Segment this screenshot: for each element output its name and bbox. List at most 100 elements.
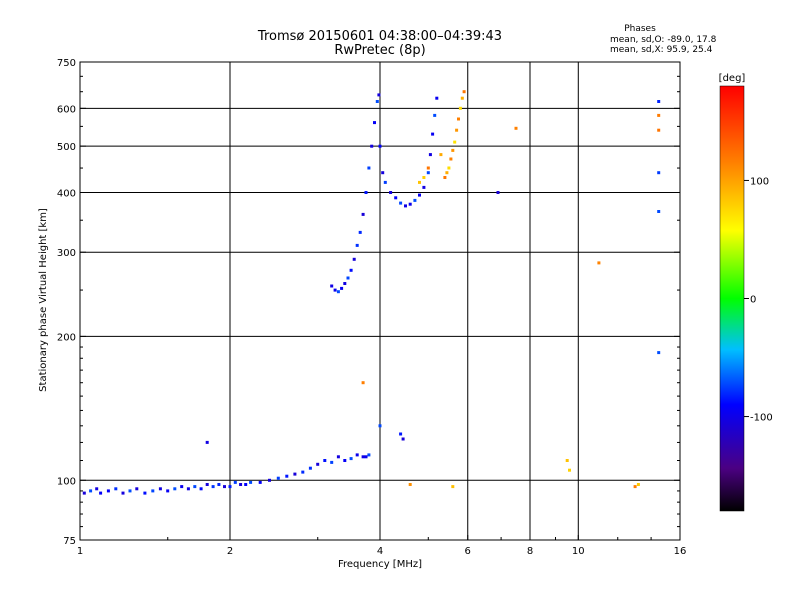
data-point-o — [89, 489, 93, 493]
x-tick-label: 6 — [465, 546, 471, 557]
data-point-o — [378, 144, 382, 148]
y-tick-label: 200 — [57, 332, 76, 343]
y-tick-label: 100 — [57, 476, 76, 487]
grid-lines — [80, 62, 680, 540]
data-point-x — [514, 126, 518, 130]
data-point-o — [180, 485, 184, 489]
data-point-o — [330, 284, 334, 288]
phase-summary-x: mean, sd,X: 95.9, 25.4 — [610, 45, 713, 55]
data-point-o — [383, 180, 387, 184]
y-tick-label: 600 — [57, 104, 76, 115]
y-axis-ticks: 75 100 200 300 400 500 600 750 — [57, 58, 680, 547]
data-point-x — [449, 157, 453, 161]
data-point-o — [114, 487, 118, 491]
data-point-o — [199, 487, 203, 491]
data-point-o — [228, 485, 232, 489]
data-point-o — [316, 462, 320, 466]
y-tick-label: 750 — [57, 58, 76, 69]
data-point-o — [340, 286, 344, 290]
y-axis-label: Stationary phase Virtual Height [km] — [38, 208, 49, 392]
colorbar-label: [deg] — [719, 73, 746, 84]
data-point-x — [568, 468, 571, 472]
colorbar-tick-label: -100 — [750, 413, 773, 424]
data-point-x — [657, 128, 661, 132]
data-point-o — [657, 171, 661, 175]
data-point-o — [377, 93, 381, 97]
data-point-x — [457, 117, 460, 121]
data-point-x — [439, 153, 443, 157]
data-point-o — [428, 153, 432, 157]
data-point-x — [565, 459, 569, 462]
data-point-x — [636, 483, 640, 486]
data-point-o — [435, 96, 439, 100]
data-point-o — [352, 257, 356, 261]
data-point-o — [367, 453, 371, 457]
data-point-o — [308, 466, 312, 470]
data-point-o — [244, 483, 248, 486]
data-point-x — [422, 176, 426, 179]
data-point-o — [346, 276, 350, 280]
data-point-o — [343, 459, 347, 462]
data-point-o — [657, 351, 661, 355]
data-point-o — [258, 480, 262, 484]
data-point-o — [233, 480, 237, 484]
data-point-o — [657, 210, 661, 213]
data-point-x — [451, 148, 455, 152]
data-point-o — [173, 487, 177, 491]
data-point-o — [364, 455, 368, 459]
data-point-o — [370, 144, 374, 148]
data-point-x — [455, 128, 459, 132]
x-tick-label: 8 — [527, 546, 533, 557]
data-point-o — [336, 455, 340, 459]
colorbar-ticks: 100 0 -100 — [744, 176, 773, 424]
x-axis-label: Frequency [MHz] — [338, 559, 422, 570]
data-point-o — [143, 491, 147, 495]
data-point-o — [404, 204, 407, 208]
data-point-o — [99, 491, 103, 495]
data-point-o — [186, 487, 190, 491]
data-point-x — [657, 113, 661, 117]
data-point-o — [381, 171, 385, 175]
data-point-x — [460, 96, 464, 100]
x-tick-label: 10 — [572, 546, 585, 557]
chart-title: Tromsø 20150601 04:38:00–04:39:43 — [257, 29, 502, 44]
data-point-x — [597, 261, 601, 265]
chart-subtitle: RwPretec (8p) — [334, 43, 425, 58]
x-tick-label: 1 — [77, 546, 83, 557]
phase-summary-o: mean, sd,O: -89.0, 17.8 — [610, 35, 717, 45]
x-tick-label: 2 — [227, 546, 233, 557]
data-point-o — [249, 480, 253, 484]
data-point-o — [330, 460, 334, 464]
data-point-o — [82, 491, 86, 495]
data-point-o — [211, 485, 215, 489]
data-point-o — [128, 489, 132, 493]
data-point-x — [418, 180, 421, 184]
data-point-o — [158, 487, 162, 491]
data-point-o — [276, 476, 280, 480]
data-point-o — [343, 282, 347, 285]
data-point-o — [401, 437, 405, 441]
data-point-x — [453, 140, 457, 144]
data-point-o — [333, 288, 337, 292]
data-point-o — [285, 474, 289, 478]
data-point-x — [451, 485, 455, 489]
data-point-x — [462, 90, 466, 94]
data-point-o — [217, 483, 221, 486]
y-tick-label: 400 — [57, 188, 76, 199]
data-point-o — [375, 100, 379, 103]
data-point-o — [223, 485, 226, 489]
data-point-o — [399, 432, 403, 436]
phase-summary-heading: Phases — [624, 24, 656, 34]
data-point-x — [361, 381, 365, 385]
data-point-o — [268, 478, 271, 482]
x-axis-ticks: 1 2 4 6 8 10 16 — [77, 535, 686, 557]
data-point-x — [633, 485, 637, 489]
data-point-o — [193, 485, 197, 489]
data-point-o — [657, 100, 661, 103]
data-point-o — [496, 191, 500, 194]
data-point-o — [135, 487, 139, 491]
data-point-o — [239, 483, 243, 486]
data-point-o — [367, 166, 371, 170]
data-point-x — [443, 176, 447, 179]
